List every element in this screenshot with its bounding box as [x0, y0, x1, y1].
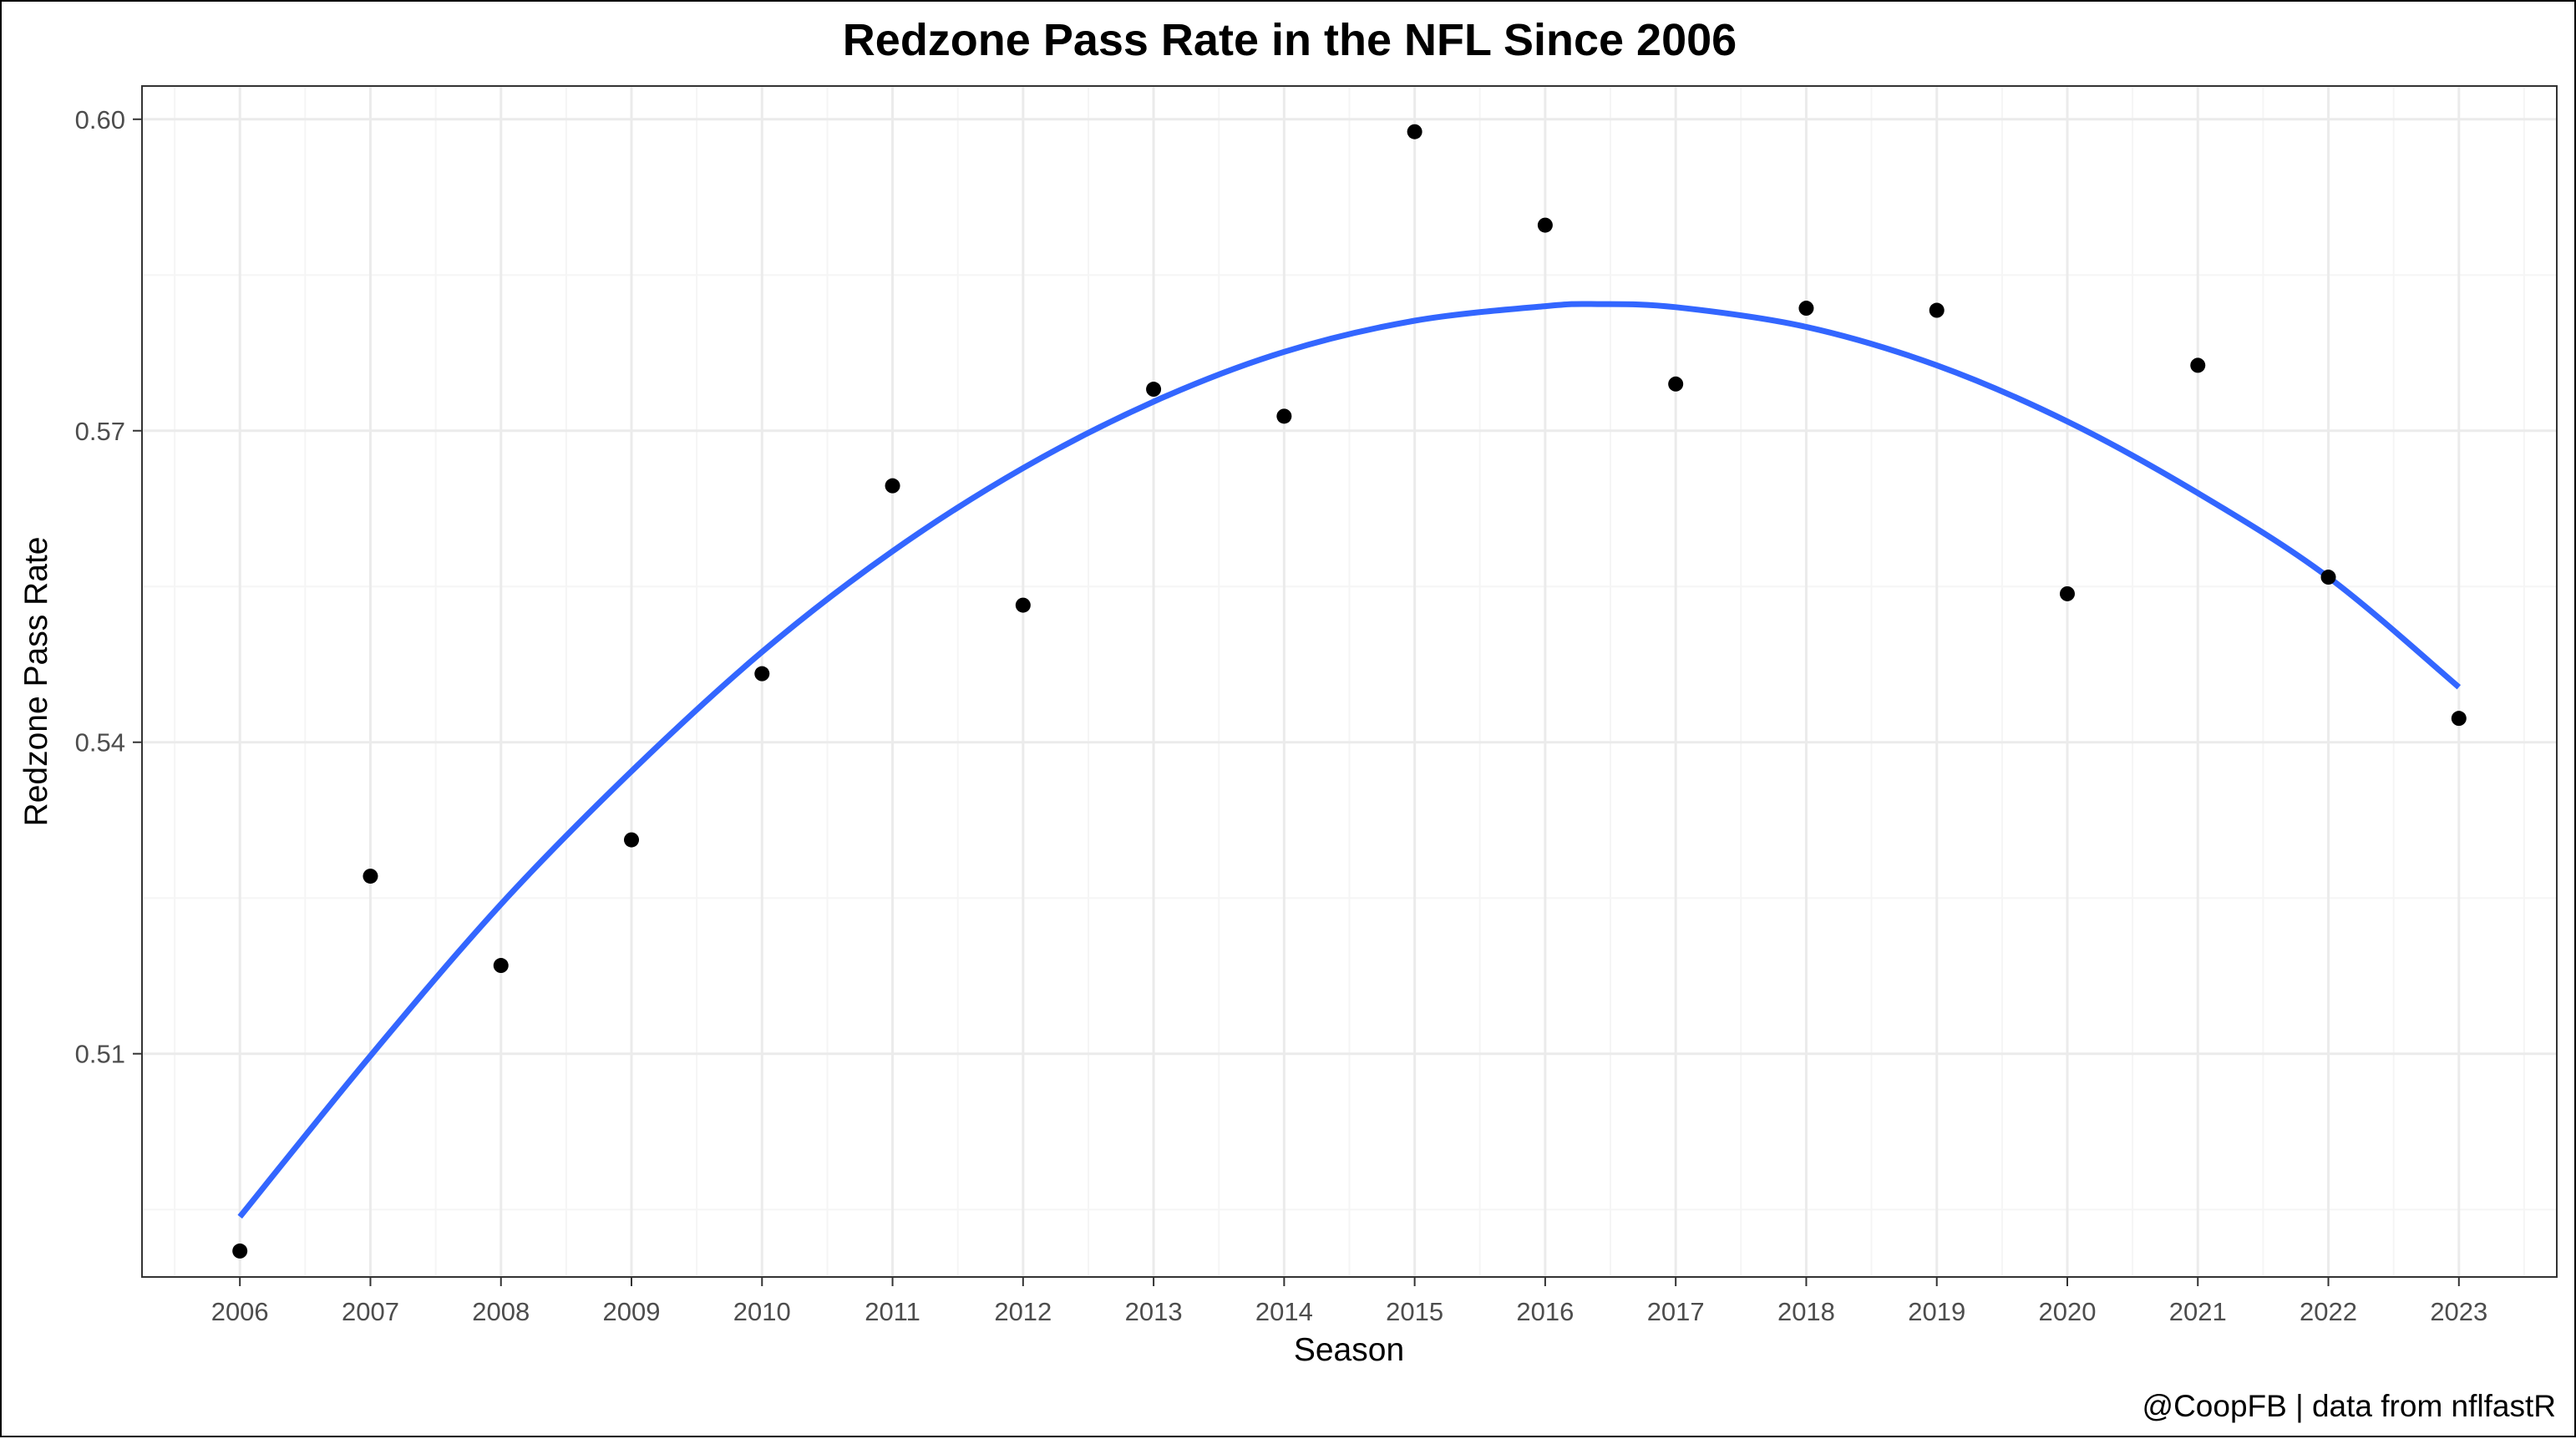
data-points	[232, 124, 2467, 1259]
y-tick-label: 0.54	[75, 728, 125, 758]
x-tick-label: 2018	[1777, 1297, 1835, 1326]
data-point-2009	[624, 832, 640, 848]
x-tick-label: 2009	[603, 1297, 661, 1326]
chart-title: Redzone Pass Rate in the NFL Since 2006	[843, 15, 1737, 65]
data-point-2008	[493, 958, 509, 974]
y-axis-ticks: 0.51 0.54 0.57 0.60	[75, 105, 142, 1069]
grid-lines	[142, 86, 2557, 1277]
x-tick-label: 2023	[2430, 1297, 2487, 1326]
x-tick-label: 2011	[865, 1297, 920, 1326]
x-tick-label: 2015	[1386, 1297, 1443, 1326]
y-tick-label: 0.51	[75, 1040, 125, 1069]
y-tick-label: 0.57	[75, 417, 125, 446]
x-axis-ticks: 2006 2007 2008 2009 2010 2011 2012 2013 2014 2015…	[211, 1277, 2487, 1326]
x-tick-label: 2008	[472, 1297, 530, 1326]
data-point-2022	[2320, 570, 2336, 585]
data-point-2016	[1537, 217, 1553, 233]
plot-panel-border	[141, 85, 2558, 1278]
y-axis-title: Redzone Pass Rate	[18, 537, 54, 827]
data-point-2012	[1015, 597, 1031, 613]
x-tick-label: 2010	[733, 1297, 791, 1326]
x-tick-label: 2013	[1125, 1297, 1183, 1326]
data-point-2018	[1798, 301, 1814, 317]
data-point-2007	[363, 869, 378, 884]
trend-layer	[237, 301, 2462, 1219]
x-tick-label: 2020	[2039, 1297, 2097, 1326]
y-tick-label: 0.60	[75, 105, 125, 134]
data-point-2011	[885, 478, 900, 494]
x-tick-label: 2006	[211, 1297, 269, 1326]
data-point-2015	[1407, 124, 1422, 139]
x-tick-label: 2016	[1516, 1297, 1574, 1326]
data-point-2010	[754, 666, 770, 681]
x-tick-label: 2017	[1647, 1297, 1705, 1326]
x-tick-label: 2007	[342, 1297, 399, 1326]
data-point-2020	[2059, 585, 2075, 601]
x-tick-label: 2012	[994, 1297, 1052, 1326]
data-point-2014	[1276, 408, 1292, 424]
chart-caption: @CoopFB | data from nflfastR	[2142, 1389, 2556, 1423]
x-tick-label: 2022	[2300, 1297, 2357, 1326]
x-tick-label: 2021	[2169, 1297, 2227, 1326]
x-tick-label: 2014	[1255, 1297, 1313, 1326]
data-point-2017	[1668, 376, 1684, 392]
x-axis-title: Season	[1294, 1332, 1404, 1368]
data-point-2019	[1929, 302, 1945, 318]
trend-line	[237, 301, 2462, 1219]
data-point-2013	[1146, 382, 1162, 398]
data-point-2006	[232, 1243, 248, 1259]
data-point-2021	[2190, 357, 2206, 373]
data-point-2023	[2451, 711, 2467, 727]
x-tick-label: 2019	[1908, 1297, 1965, 1326]
